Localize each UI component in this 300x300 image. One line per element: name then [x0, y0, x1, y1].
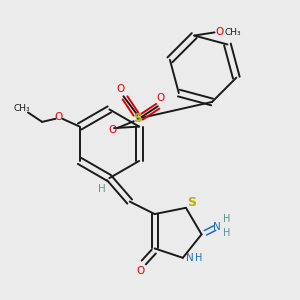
- Text: O: O: [215, 27, 224, 38]
- Text: N: N: [213, 222, 221, 232]
- Text: O: O: [156, 93, 164, 103]
- Text: CH₃: CH₃: [14, 104, 30, 113]
- Text: H: H: [223, 214, 230, 224]
- Text: O: O: [116, 84, 124, 94]
- Text: N: N: [186, 254, 194, 263]
- Text: CH₃: CH₃: [225, 28, 242, 37]
- Text: O: O: [54, 112, 62, 122]
- Text: H: H: [195, 254, 203, 263]
- Text: H: H: [98, 184, 105, 194]
- Text: O: O: [109, 125, 117, 135]
- Text: S: S: [133, 112, 142, 125]
- Text: S: S: [187, 196, 196, 209]
- Text: O: O: [136, 266, 145, 276]
- Text: H: H: [223, 228, 230, 238]
